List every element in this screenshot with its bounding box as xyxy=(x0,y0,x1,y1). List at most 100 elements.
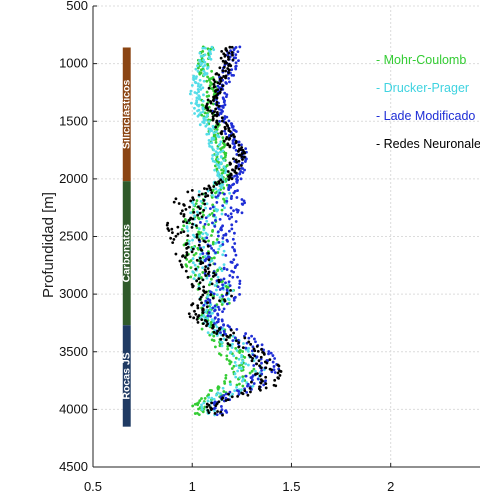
data-point xyxy=(227,280,231,284)
data-point xyxy=(165,223,169,227)
data-point xyxy=(240,211,244,215)
data-point xyxy=(221,204,225,207)
data-point xyxy=(238,382,241,386)
data-point xyxy=(215,325,219,329)
data-point xyxy=(241,158,244,161)
data-point xyxy=(203,53,207,57)
data-point xyxy=(196,69,200,73)
data-point xyxy=(228,380,232,384)
data-point xyxy=(190,83,194,87)
data-point xyxy=(232,296,236,300)
data-point xyxy=(225,354,229,358)
data-point xyxy=(211,326,214,330)
data-point xyxy=(179,263,183,267)
data-point xyxy=(205,187,209,191)
data-point xyxy=(215,320,219,324)
data-point xyxy=(193,263,197,267)
data-point xyxy=(217,318,220,321)
data-point xyxy=(245,390,249,394)
data-point xyxy=(209,408,213,412)
data-point xyxy=(233,266,237,269)
data-point xyxy=(227,68,231,72)
data-point xyxy=(247,363,250,367)
data-point xyxy=(188,92,192,96)
data-point xyxy=(224,233,228,237)
data-point xyxy=(203,259,207,263)
data-point xyxy=(204,72,208,76)
data-point xyxy=(220,132,223,136)
data-point xyxy=(212,330,216,334)
data-point xyxy=(196,114,200,118)
data-point xyxy=(226,124,230,128)
data-point xyxy=(218,299,221,303)
data-point xyxy=(167,229,171,232)
data-point xyxy=(208,298,212,302)
data-point xyxy=(198,85,202,89)
data-point xyxy=(227,51,231,55)
data-point xyxy=(198,281,202,285)
data-point xyxy=(219,353,223,357)
data-point xyxy=(209,52,213,56)
data-point xyxy=(256,377,260,381)
data-point xyxy=(187,218,191,222)
data-point xyxy=(228,362,232,366)
data-point xyxy=(240,146,244,149)
data-point xyxy=(201,271,205,274)
data-point xyxy=(254,372,257,376)
data-point xyxy=(235,328,239,331)
data-point xyxy=(190,189,194,192)
data-point xyxy=(241,375,245,379)
y-tick-label: 2000 xyxy=(59,171,88,186)
data-point xyxy=(196,62,200,66)
data-point xyxy=(192,277,196,281)
data-point xyxy=(228,145,232,149)
data-point xyxy=(252,359,256,363)
data-point xyxy=(208,186,212,190)
data-point xyxy=(215,103,219,107)
data-point xyxy=(242,155,246,159)
data-point xyxy=(219,79,223,83)
data-point xyxy=(202,73,206,77)
data-point xyxy=(216,285,220,289)
data-point xyxy=(176,225,180,229)
data-point xyxy=(197,217,201,221)
data-point xyxy=(260,361,263,365)
data-point xyxy=(218,191,222,195)
data-point xyxy=(212,131,216,135)
data-point xyxy=(216,230,220,234)
data-point xyxy=(221,84,225,88)
data-point xyxy=(171,241,175,245)
data-point xyxy=(246,349,250,353)
data-point xyxy=(207,142,211,145)
data-point xyxy=(246,393,250,397)
data-point xyxy=(205,202,209,206)
data-points xyxy=(165,45,283,417)
data-point xyxy=(192,203,196,207)
data-point xyxy=(238,364,241,368)
data-point xyxy=(174,197,178,201)
data-point xyxy=(222,277,226,281)
data-point xyxy=(184,243,188,246)
data-point xyxy=(241,167,245,170)
data-point xyxy=(226,342,230,345)
data-point xyxy=(215,413,219,417)
data-point xyxy=(220,168,223,172)
data-point xyxy=(198,256,202,260)
data-point xyxy=(210,211,214,215)
data-point xyxy=(273,357,277,360)
data-point xyxy=(195,233,199,237)
data-point xyxy=(218,119,221,123)
data-point xyxy=(195,91,199,95)
data-point xyxy=(207,411,211,415)
data-point xyxy=(187,239,191,243)
data-point xyxy=(211,98,215,102)
data-point xyxy=(192,76,195,80)
data-point xyxy=(234,166,238,170)
data-point xyxy=(237,167,241,171)
data-point xyxy=(235,385,238,389)
data-point xyxy=(210,332,214,336)
data-point xyxy=(214,90,217,93)
data-point xyxy=(209,314,212,318)
data-point xyxy=(230,227,234,231)
data-point xyxy=(204,269,208,273)
